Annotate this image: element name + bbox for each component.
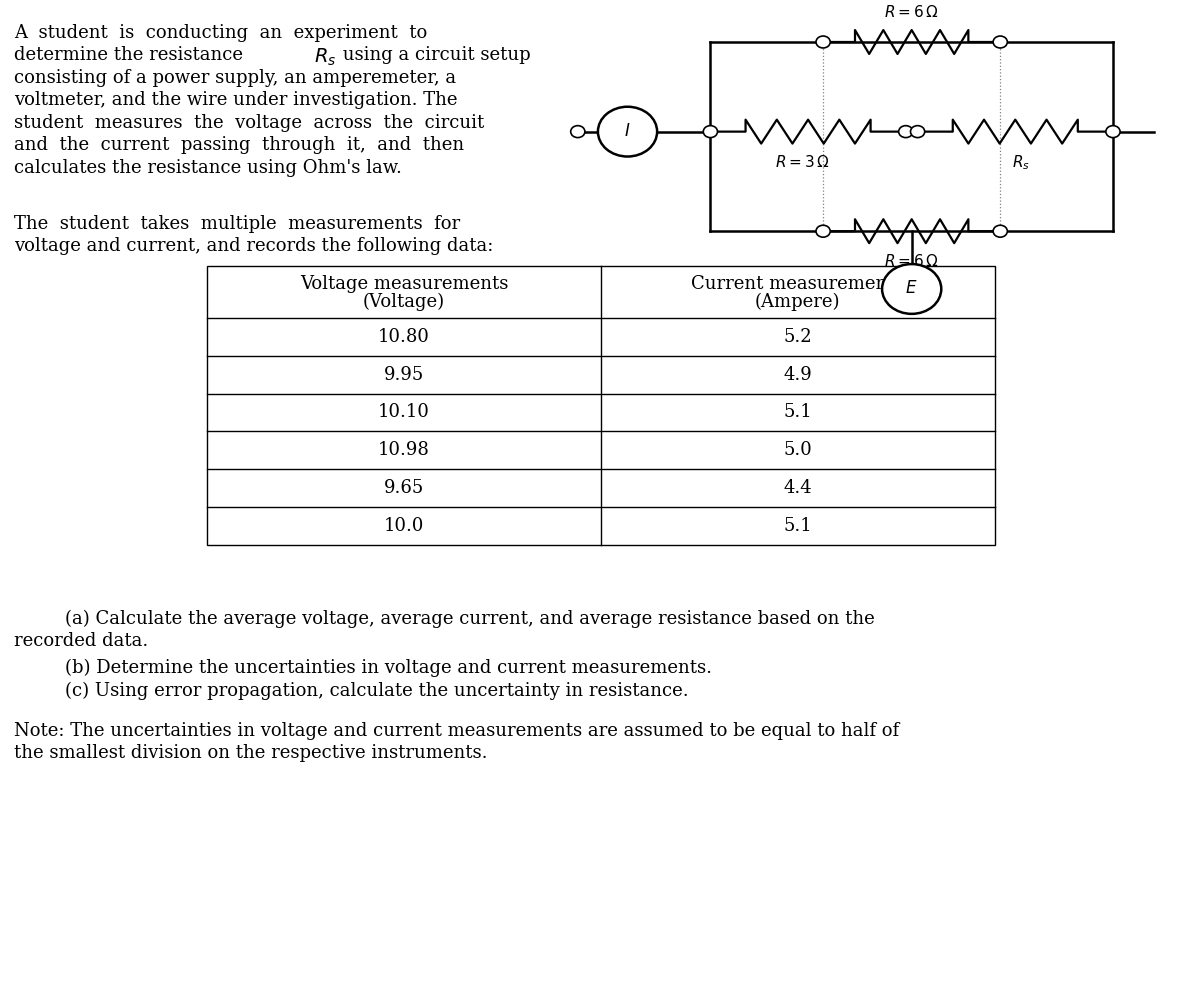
Text: 10.80: 10.80 bbox=[378, 327, 430, 345]
Text: $R_s$: $R_s$ bbox=[1012, 154, 1030, 173]
Text: Note: The uncertainties in voltage and current measurements are assumed to be eq: Note: The uncertainties in voltage and c… bbox=[14, 722, 900, 740]
Text: voltage and current, and records the following data:: voltage and current, and records the fol… bbox=[14, 237, 494, 254]
Text: A  student  is  conducting  an  experiment  to: A student is conducting an experiment to bbox=[14, 24, 427, 42]
Text: the smallest division on the respective instruments.: the smallest division on the respective … bbox=[14, 745, 488, 762]
Text: 5.1: 5.1 bbox=[784, 517, 812, 535]
Text: and  the  current  passing  through  it,  and  then: and the current passing through it, and … bbox=[14, 136, 464, 154]
Bar bbox=[207, 266, 995, 545]
Circle shape bbox=[910, 126, 925, 138]
Text: 9.95: 9.95 bbox=[384, 365, 424, 383]
Text: (b) Determine the uncertainties in voltage and current measurements.: (b) Determine the uncertainties in volta… bbox=[65, 659, 712, 678]
Text: $R = 3\,\Omega$: $R = 3\,\Omega$ bbox=[774, 154, 830, 170]
Text: using a circuit setup: using a circuit setup bbox=[337, 47, 532, 65]
Circle shape bbox=[899, 126, 913, 138]
Circle shape bbox=[816, 226, 830, 238]
Circle shape bbox=[816, 36, 830, 48]
Text: 5.2: 5.2 bbox=[784, 327, 812, 345]
Text: The  student  takes  multiple  measurements  for: The student takes multiple measurements … bbox=[14, 215, 461, 233]
Text: voltmeter, and the wire under investigation. The: voltmeter, and the wire under investigat… bbox=[14, 91, 458, 110]
Text: Current measurements: Current measurements bbox=[691, 275, 905, 293]
Text: calculates the resistance using Ohm's law.: calculates the resistance using Ohm's la… bbox=[14, 159, 403, 177]
Text: 5.0: 5.0 bbox=[784, 441, 812, 459]
Text: 10.0: 10.0 bbox=[384, 517, 424, 535]
Circle shape bbox=[598, 107, 657, 157]
Text: (Voltage): (Voltage) bbox=[363, 292, 445, 311]
Circle shape bbox=[571, 126, 585, 138]
Circle shape bbox=[993, 36, 1008, 48]
Text: 10.98: 10.98 bbox=[378, 441, 430, 459]
Text: $R = 6\,\Omega$: $R = 6\,\Omega$ bbox=[884, 253, 939, 269]
Text: consisting of a power supply, an amperemeter, a: consisting of a power supply, an amperem… bbox=[14, 69, 456, 87]
Text: Voltage measurements: Voltage measurements bbox=[300, 275, 508, 293]
Text: determine the resistance: determine the resistance bbox=[14, 47, 249, 65]
Circle shape bbox=[1106, 126, 1120, 138]
Text: 4.9: 4.9 bbox=[784, 365, 812, 383]
Text: $R = 6\,\Omega$: $R = 6\,\Omega$ bbox=[884, 4, 939, 20]
Text: 10.10: 10.10 bbox=[378, 403, 430, 421]
Text: student  measures  the  voltage  across  the  circuit: student measures the voltage across the … bbox=[14, 114, 484, 132]
Text: $I$: $I$ bbox=[624, 123, 631, 140]
Text: $E$: $E$ bbox=[906, 280, 918, 297]
Text: 4.4: 4.4 bbox=[784, 479, 812, 497]
Text: 5.1: 5.1 bbox=[784, 403, 812, 421]
Circle shape bbox=[703, 126, 718, 138]
Text: (c) Using error propagation, calculate the uncertainty in resistance.: (c) Using error propagation, calculate t… bbox=[65, 682, 689, 700]
Text: (Ampere): (Ampere) bbox=[755, 292, 841, 311]
Text: (a) Calculate the average voltage, average current, and average resistance based: (a) Calculate the average voltage, avera… bbox=[65, 610, 875, 628]
Text: recorded data.: recorded data. bbox=[14, 632, 148, 650]
Text: $\boldsymbol{R_s}$: $\boldsymbol{R_s}$ bbox=[314, 47, 336, 68]
Circle shape bbox=[882, 264, 941, 313]
Text: 9.65: 9.65 bbox=[384, 479, 424, 497]
Circle shape bbox=[993, 226, 1008, 238]
